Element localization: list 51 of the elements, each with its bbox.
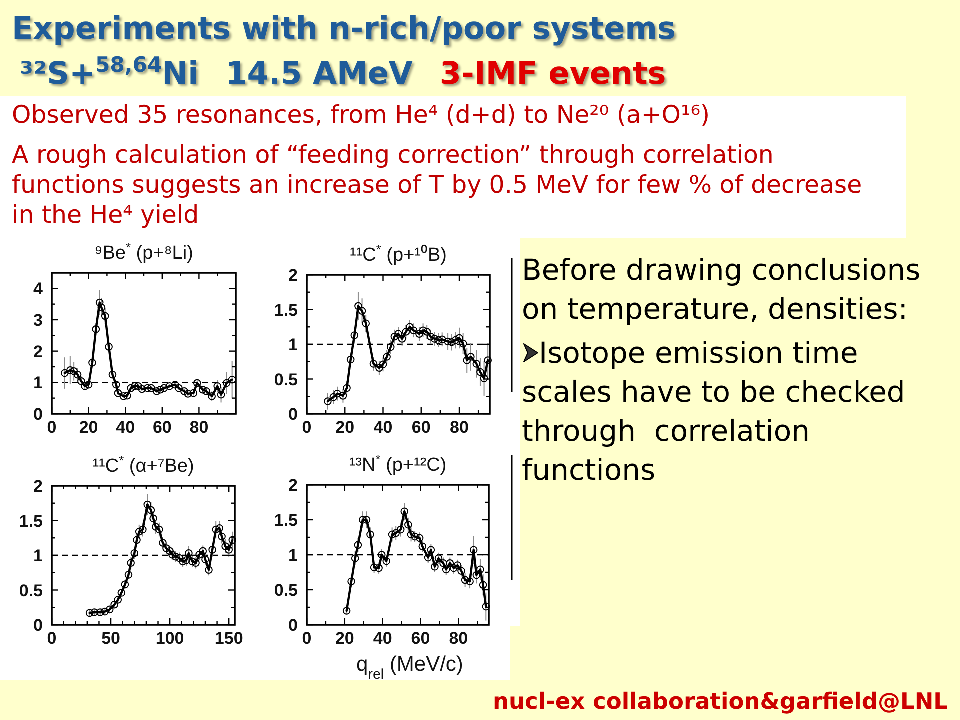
x-tick-label: 0 xyxy=(302,629,312,648)
y-tick-label: 0 xyxy=(34,405,43,424)
y-tick-label: 0 xyxy=(288,405,298,424)
y-tick-label: 0 xyxy=(34,616,43,635)
y-tick-label: 1 xyxy=(34,546,43,566)
y-tick-label: 3 xyxy=(34,311,43,330)
y-tick-label: 1.5 xyxy=(274,300,298,320)
y-tick-label: 1 xyxy=(288,336,298,354)
x-tick-label: 50 xyxy=(102,629,120,648)
y-tick-label: 1 xyxy=(288,546,298,565)
y-tick-label: 0.5 xyxy=(274,370,298,390)
x-tick-label: 40 xyxy=(373,629,392,648)
chart-title: ¹¹C$^{*}$ (p+¹⁰B) xyxy=(350,242,448,266)
x-tick-label: 150 xyxy=(214,629,244,648)
chart-title: ⁹Be$^{*}$ (p+⁸Li) xyxy=(94,240,194,264)
x-tick-label: 100 xyxy=(156,629,184,648)
x-tick-label: 80 xyxy=(450,418,469,437)
x-tick-label: 20 xyxy=(79,418,98,437)
y-tick-label: 0 xyxy=(288,616,298,635)
x-tick-label: 0 xyxy=(302,418,312,437)
x-tick-label: 60 xyxy=(152,418,172,437)
y-tick-label: 2 xyxy=(288,476,298,495)
y-tick-label: 1 xyxy=(34,374,43,393)
y-tick-label: 1.5 xyxy=(19,512,43,531)
y-tick-label: 1.5 xyxy=(274,511,298,530)
y-tick-label: 2 xyxy=(34,477,43,496)
text: ³²S+$^{58,64}$Ni 14.5 AMeV 3-IMF events xyxy=(20,52,666,92)
text: Before drawing conclusions on temperature, densities: xyxy=(522,253,921,326)
y-tick-label: 2 xyxy=(34,342,43,362)
text: Experiments with n-rich/poor systems xyxy=(12,11,676,47)
y-tick-label: 0.5 xyxy=(19,581,43,600)
x-tick-label: 80 xyxy=(190,418,209,437)
chart-title: ¹³N$^{*}$ (p+¹²C) xyxy=(349,452,447,476)
y-tick-label: 0.5 xyxy=(274,581,298,600)
y-tick-label: 2 xyxy=(288,266,298,285)
x-tick-label: 20 xyxy=(335,629,354,648)
text: Isotope emission time scales have to be checked through correlation functions xyxy=(522,336,906,487)
x-tick-label: 20 xyxy=(336,418,355,437)
x-tick-label: 0 xyxy=(47,418,57,437)
x-tick-label: 40 xyxy=(116,418,136,437)
chart-title: ¹¹C$^{*}$ (α+⁷Be) xyxy=(92,452,194,477)
text: A rough calculation of “feeding correction” through correlation functions suggests an increase of T by 0.5 MeV for few % of decrease in the He⁴ yield xyxy=(12,140,862,229)
x-tick-label: 0 xyxy=(47,629,57,648)
x-tick-label: 40 xyxy=(374,418,393,437)
x-tick-label: 60 xyxy=(412,418,431,437)
x-tick-label: 80 xyxy=(449,629,468,648)
x-axis-title: q$_{rel}$ (MeV/c) xyxy=(356,653,464,683)
y-tick-label: 4 xyxy=(34,280,44,299)
text: nucl-ex collaboration&garfield@LNL xyxy=(493,689,948,715)
text: Observed 35 resonances, from He⁴ (d+d) to Ne²⁰ (a+O¹⁶) xyxy=(12,100,710,129)
x-tick-label: 60 xyxy=(411,629,430,648)
